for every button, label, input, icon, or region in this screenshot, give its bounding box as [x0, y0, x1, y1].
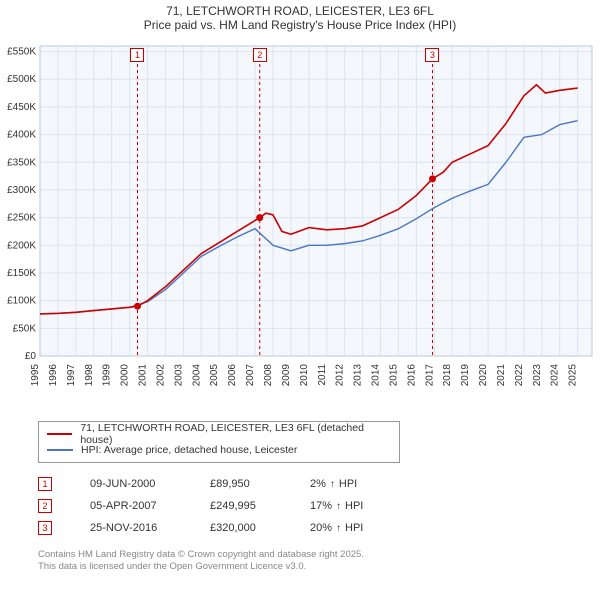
- svg-text:2005: 2005: [209, 364, 220, 387]
- svg-text:£50K: £50K: [13, 323, 37, 334]
- svg-text:2021: 2021: [496, 364, 507, 387]
- svg-text:1995: 1995: [30, 364, 41, 387]
- transaction-date: 05-APR-2007: [90, 500, 210, 512]
- svg-text:2018: 2018: [442, 364, 453, 387]
- transaction-price: £89,950: [210, 478, 310, 490]
- transaction-marker: 3: [38, 521, 52, 535]
- svg-text:2022: 2022: [514, 364, 525, 387]
- svg-text:£500K: £500K: [7, 74, 36, 85]
- svg-text:£250K: £250K: [7, 213, 36, 224]
- legend-box: 71, LETCHWORTH ROAD, LEICESTER, LE3 6FL …: [38, 421, 400, 463]
- svg-text:1999: 1999: [102, 364, 113, 387]
- transaction-row-3: 3 25-NOV-2016£320,00020%↑HPI: [38, 517, 600, 539]
- footer-line-2: This data is licensed under the Open Gov…: [38, 561, 600, 573]
- legend-row-0: 71, LETCHWORTH ROAD, LEICESTER, LE3 6FL …: [47, 426, 391, 442]
- transaction-row-1: 1 09-JUN-2000£89,9502%↑HPI: [38, 473, 600, 495]
- svg-text:2011: 2011: [317, 364, 328, 386]
- svg-text:2024: 2024: [550, 364, 561, 387]
- svg-text:2023: 2023: [532, 364, 543, 387]
- chart-marker-1: 1: [130, 48, 144, 62]
- svg-text:2010: 2010: [299, 364, 310, 387]
- transaction-date: 09-JUN-2000: [90, 478, 210, 490]
- svg-text:£350K: £350K: [7, 157, 36, 168]
- svg-text:1997: 1997: [66, 364, 77, 387]
- legend-label: 71, LETCHWORTH ROAD, LEICESTER, LE3 6FL …: [80, 422, 391, 446]
- svg-text:2014: 2014: [371, 364, 382, 387]
- svg-text:£150K: £150K: [7, 268, 36, 279]
- svg-text:£450K: £450K: [7, 102, 36, 113]
- up-arrow-icon: ↑: [336, 523, 341, 534]
- transaction-diff: 20%↑HPI: [310, 522, 390, 534]
- svg-text:2012: 2012: [335, 364, 346, 387]
- svg-text:£550K: £550K: [7, 47, 36, 58]
- svg-text:2015: 2015: [388, 364, 399, 387]
- legend-swatch: [47, 433, 72, 435]
- chart-area: £0 £50K £100K £150K £200K £250K £300K £350K £400…: [0, 40, 600, 415]
- title-line-1: 71, LETCHWORTH ROAD, LEICESTER, LE3 6FL: [0, 4, 600, 18]
- transactions-table: 1 09-JUN-2000£89,9502%↑HPI 2 05-APR-2007£24…: [38, 473, 600, 539]
- svg-text:2003: 2003: [173, 364, 184, 387]
- chart-marker-2: 2: [253, 48, 267, 62]
- transaction-row-2: 2 05-APR-2007£249,99517%↑HPI: [38, 495, 600, 517]
- chart-marker-3: 3: [425, 48, 439, 62]
- svg-text:2004: 2004: [191, 364, 202, 387]
- svg-text:2017: 2017: [424, 364, 435, 387]
- svg-text:2016: 2016: [406, 364, 417, 387]
- svg-text:2009: 2009: [281, 364, 292, 387]
- svg-text:2002: 2002: [155, 364, 166, 387]
- up-arrow-icon: ↑: [330, 479, 335, 490]
- svg-text:2007: 2007: [245, 364, 256, 387]
- svg-text:2025: 2025: [568, 364, 579, 387]
- transaction-price: £320,000: [210, 522, 310, 534]
- svg-text:£200K: £200K: [7, 240, 36, 251]
- legend-label: HPI: Average price, detached house, Leic…: [81, 444, 297, 456]
- svg-text:£100K: £100K: [7, 296, 36, 307]
- chart-svg: £0 £50K £100K £150K £200K £250K £300K £350K £400…: [0, 40, 600, 415]
- transaction-marker: 1: [38, 477, 52, 491]
- svg-text:1996: 1996: [48, 364, 59, 387]
- svg-text:2006: 2006: [227, 364, 238, 387]
- svg-text:£400K: £400K: [7, 130, 36, 141]
- title-line-2: Price paid vs. HM Land Registry's House …: [0, 18, 600, 32]
- svg-text:2000: 2000: [120, 364, 131, 387]
- legend-swatch: [47, 449, 73, 451]
- svg-text:2019: 2019: [460, 364, 471, 387]
- svg-text:1998: 1998: [84, 364, 95, 387]
- svg-text:2013: 2013: [353, 364, 364, 387]
- chart-title-block: 71, LETCHWORTH ROAD, LEICESTER, LE3 6FL …: [0, 0, 600, 40]
- svg-text:2008: 2008: [263, 364, 274, 387]
- transaction-marker: 2: [38, 499, 52, 513]
- svg-text:£300K: £300K: [7, 185, 36, 196]
- transaction-price: £249,995: [210, 500, 310, 512]
- svg-text:£0: £0: [25, 351, 37, 362]
- footer-line-1: Contains HM Land Registry data © Crown c…: [38, 549, 600, 561]
- up-arrow-icon: ↑: [336, 501, 341, 512]
- svg-text:2001: 2001: [138, 364, 149, 387]
- transaction-diff: 2%↑HPI: [310, 478, 390, 490]
- footer-text: Contains HM Land Registry data © Crown c…: [38, 549, 600, 574]
- svg-text:2020: 2020: [478, 364, 489, 387]
- transaction-diff: 17%↑HPI: [310, 500, 390, 512]
- transaction-date: 25-NOV-2016: [90, 522, 210, 534]
